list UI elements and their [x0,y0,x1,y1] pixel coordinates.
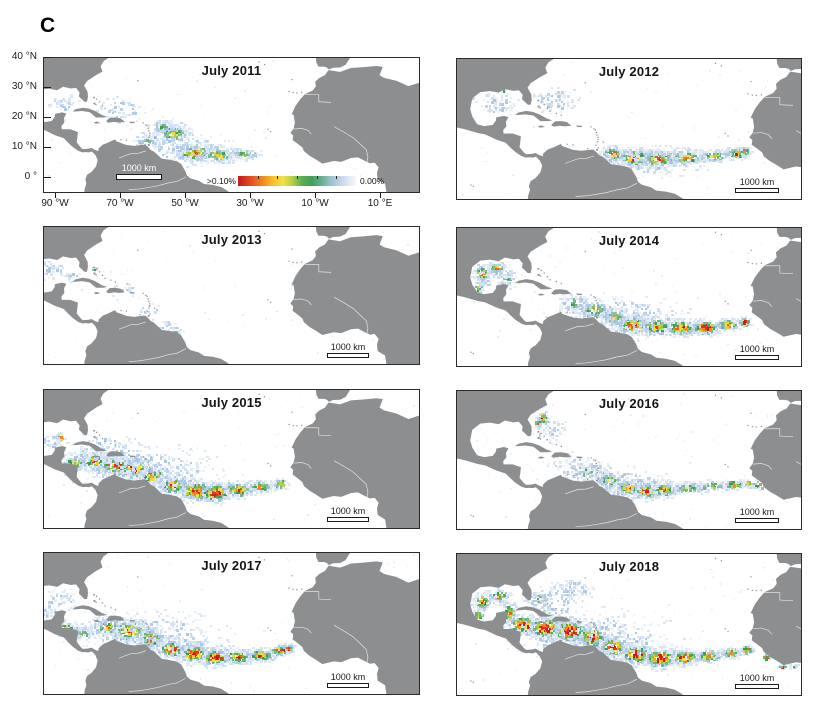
map-canvas-2018 [457,554,801,695]
scalebar-bar [327,683,369,688]
x-axis-tick [315,193,317,198]
map-panel-2014: July 2014 1000 km [456,227,802,367]
map-canvas-2012 [457,59,801,199]
scalebar-label: 1000 km [739,344,775,354]
colorbar-tick [277,176,279,179]
scalebar-2014: 1000 km [733,344,781,360]
scalebar-bar [327,517,369,522]
colorbar-gradient [238,176,356,186]
colorbar-max-label: >0.10% [206,176,236,186]
panel-title-2018: July 2018 [598,559,660,574]
map-panel-2017: July 2017 1000 km [43,552,420,695]
colorbar-min-label: 0.00% [360,176,385,186]
x-axis-label: 10 °E [367,198,393,209]
x-axis-label: 50 °W [171,198,199,209]
scalebar-label: 1000 km [739,673,775,683]
x-axis-tick [250,193,252,198]
scalebar-2017: 1000 km [325,672,371,688]
scalebar-label: 1000 km [121,163,157,173]
scalebar-2018: 1000 km [733,673,781,689]
scalebar-2016: 1000 km [733,507,781,523]
y-axis-tick [44,177,51,179]
colorbar: >0.10% 0.00% [194,175,424,187]
map-panel-2013: July 2013 1000 km [43,226,420,365]
map-canvas-2017 [44,553,419,694]
scalebar-bar [116,174,162,180]
map-panel-2016: July 2016 1000 km [456,390,802,530]
scalebar-bar [327,353,369,358]
map-panel-2011: July 2011 1000 km >0.10% 0.00% [43,57,420,193]
x-axis-tick [185,193,187,198]
panel-title-2016: July 2016 [598,396,660,411]
map-panel-2015: July 2015 1000 km [43,389,420,529]
panel-title-2015: July 2015 [201,395,262,410]
scalebar-2012: 1000 km [733,177,781,193]
scalebar-label: 1000 km [330,672,366,682]
colorbar-tick [316,176,318,179]
panel-title-2013: July 2013 [201,232,262,247]
y-axis-label: 10 °N [11,141,37,153]
x-axis-tick [380,193,382,198]
map-panel-2012: July 2012 1000 km [456,58,802,200]
map-panel-2018: July 2018 1000 km [456,553,802,696]
scalebar-label: 1000 km [739,507,775,517]
map-canvas-2014 [457,228,801,366]
x-axis-label: 30 °W [236,198,264,209]
y-axis-tick [44,147,51,149]
panel-title-2017: July 2017 [201,558,262,573]
panel-title-2012: July 2012 [598,64,660,79]
scalebar-bar [735,684,779,689]
x-axis-label: 10 °W [301,198,329,209]
scalebar-2013: 1000 km [325,342,371,358]
scalebar-bar [735,518,779,523]
x-axis-tick [55,193,57,198]
map-canvas-2015 [44,390,419,528]
panel-title-2011: July 2011 [201,63,262,78]
y-axis-tick [44,87,51,89]
scalebar-label: 1000 km [739,177,775,187]
colorbar-tick [297,176,298,179]
panel-title-2014: July 2014 [598,233,660,248]
x-axis-tick [120,193,122,198]
x-axis-label: 70 °W [106,198,134,209]
scalebar-label: 1000 km [330,506,366,516]
colorbar-tick [257,176,259,179]
map-canvas-2016 [457,391,801,529]
y-axis-label: 0 ° [24,171,37,183]
y-axis-label: 20 °N [11,111,37,123]
x-axis-label: 90 °W [41,198,69,209]
scalebar-bar [735,188,779,193]
y-axis-label: 40 °N [11,51,37,62]
scalebar-2015: 1000 km [325,506,371,522]
scalebar-label: 1000 km [330,342,366,352]
scalebar-bar [735,355,779,360]
map-canvas-2013 [44,227,419,364]
colorbar-tick [336,176,338,179]
y-axis-label: 30 °N [11,81,37,93]
y-axis-tick [44,57,51,58]
map-canvas-2011 [44,58,419,192]
figure-label-c: C [40,14,56,37]
y-axis-tick [44,117,51,119]
scalebar-2011: 1000 km [116,163,162,180]
